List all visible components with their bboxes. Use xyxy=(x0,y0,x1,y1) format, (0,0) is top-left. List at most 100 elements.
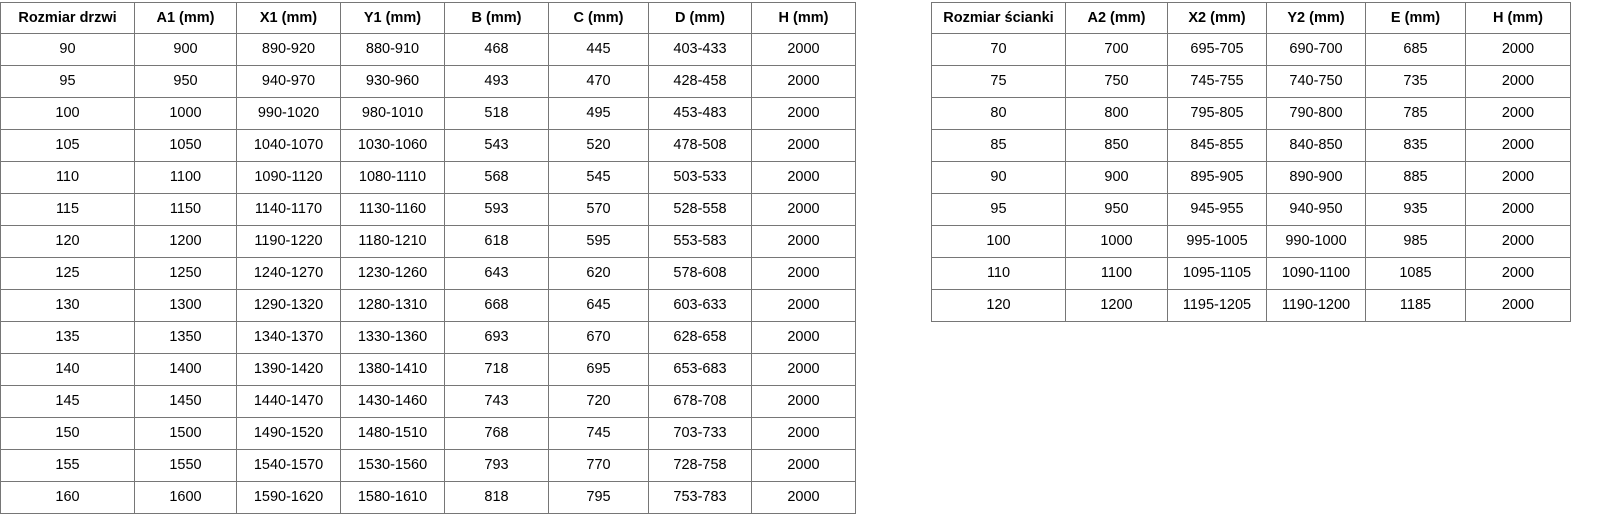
column-header: A2 (mm) xyxy=(1065,2,1168,34)
column-header: C (mm) xyxy=(548,2,649,34)
table-cell: 743 xyxy=(444,385,549,418)
table-cell: 753-783 xyxy=(648,481,752,514)
table-cell: 75 xyxy=(931,65,1066,98)
table-cell: 745-755 xyxy=(1167,65,1267,98)
table-cell: 445 xyxy=(548,33,649,66)
table-cell: 1530-1560 xyxy=(340,449,445,482)
table-cell: 1440-1470 xyxy=(236,385,341,418)
column-header: Rozmiar ścianki xyxy=(931,2,1066,34)
table-cell: 735 xyxy=(1365,65,1466,98)
table-cell: 90 xyxy=(931,161,1066,194)
door-size-table: Rozmiar drzwi A1 (mm) X1 (mm) Y1 (mm) B (mm)… xyxy=(0,2,856,514)
table-cell: 130 xyxy=(0,289,135,322)
table-cell: 940-970 xyxy=(236,65,341,98)
table-cell: 1400 xyxy=(134,353,237,386)
table-cell: 935 xyxy=(1365,193,1466,226)
table-cell: 2000 xyxy=(751,481,856,514)
table-cell: 728-758 xyxy=(648,449,752,482)
table-cell: 478-508 xyxy=(648,129,752,162)
table-cell: 1140-1170 xyxy=(236,193,341,226)
table-cell: 1200 xyxy=(1065,289,1168,322)
table-row: 100 1000 990-1020 980-1010 518 495 453-483 2000 xyxy=(0,97,856,130)
table-cell: 618 xyxy=(444,225,549,258)
table-cell: 990-1000 xyxy=(1266,225,1366,258)
table-body: 70 700 695-705 690-700 685 2000 75 750 745-755 74… xyxy=(931,33,1571,322)
table-row: 155 1550 1540-1570 1530-1560 793 770 728-758 20… xyxy=(0,449,856,482)
table-row: 110 1100 1090-1120 1080-1110 568 545 503-533 20… xyxy=(0,161,856,194)
table-cell: 1580-1610 xyxy=(340,481,445,514)
table-cell: 2000 xyxy=(1465,193,1571,226)
table-row: 90 900 890-920 880-910 468 445 403-433 2000 xyxy=(0,33,856,66)
table-header-row: Rozmiar drzwi A1 (mm) X1 (mm) Y1 (mm) B (mm)… xyxy=(0,2,856,34)
table-cell: 2000 xyxy=(1465,129,1571,162)
table-cell: 403-433 xyxy=(648,33,752,66)
table-cell: 2000 xyxy=(751,417,856,450)
table-cell: 685 xyxy=(1365,33,1466,66)
table-cell: 718 xyxy=(444,353,549,386)
table-cell: 900 xyxy=(134,33,237,66)
table-cell: 750 xyxy=(1065,65,1168,98)
table-cell: 1230-1260 xyxy=(340,257,445,290)
table-cell: 1430-1460 xyxy=(340,385,445,418)
table-cell: 890-900 xyxy=(1266,161,1366,194)
table-cell: 900 xyxy=(1065,161,1168,194)
table-cell: 1050 xyxy=(134,129,237,162)
table-row: 120 1200 1195-1205 1190-1200 1185 2000 xyxy=(931,289,1571,322)
table-cell: 1095-1105 xyxy=(1167,257,1267,290)
table-cell: 880-910 xyxy=(340,33,445,66)
table-cell: 528-558 xyxy=(648,193,752,226)
table-cell: 2000 xyxy=(751,97,856,130)
table-cell: 1080-1110 xyxy=(340,161,445,194)
table-cell: 835 xyxy=(1365,129,1466,162)
table-cell: 140 xyxy=(0,353,135,386)
table-cell: 2000 xyxy=(1465,161,1571,194)
table-cell: 1085 xyxy=(1365,257,1466,290)
table-cell: 2000 xyxy=(751,353,856,386)
table-cell: 595 xyxy=(548,225,649,258)
table-cell: 553-583 xyxy=(648,225,752,258)
table-cell: 1195-1205 xyxy=(1167,289,1267,322)
table-row: 85 850 845-855 840-850 835 2000 xyxy=(931,129,1571,162)
table-cell: 1190-1220 xyxy=(236,225,341,258)
table-cell: 2000 xyxy=(1465,33,1571,66)
table-row: 110 1100 1095-1105 1090-1100 1085 2000 xyxy=(931,257,1571,290)
table-cell: 2000 xyxy=(751,449,856,482)
table-row: 125 1250 1240-1270 1230-1260 643 620 578-608 20… xyxy=(0,257,856,290)
table-cell: 745 xyxy=(548,417,649,450)
table-cell: 1600 xyxy=(134,481,237,514)
table-cell: 950 xyxy=(134,65,237,98)
table-row: 145 1450 1440-1470 1430-1460 743 720 678-708 20… xyxy=(0,385,856,418)
table-row: 100 1000 995-1005 990-1000 985 2000 xyxy=(931,225,1571,258)
wall-size-table: Rozmiar ścianki A2 (mm) X2 (mm) Y2 (mm) E (m… xyxy=(931,2,1571,322)
table-cell: 80 xyxy=(931,97,1066,130)
table-cell: 2000 xyxy=(751,385,856,418)
table-cell: 493 xyxy=(444,65,549,98)
table-row: 105 1050 1040-1070 1030-1060 543 520 478-508 20… xyxy=(0,129,856,162)
table-cell: 1540-1570 xyxy=(236,449,341,482)
column-header: H (mm) xyxy=(1465,2,1571,34)
column-header: Rozmiar drzwi xyxy=(0,2,135,34)
table-cell: 768 xyxy=(444,417,549,450)
table-row: 115 1150 1140-1170 1130-1160 593 570 528-558 20… xyxy=(0,193,856,226)
table-cell: 890-920 xyxy=(236,33,341,66)
table-cell: 1100 xyxy=(1065,257,1168,290)
table-cell: 90 xyxy=(0,33,135,66)
table-cell: 1280-1310 xyxy=(340,289,445,322)
table-cell: 1450 xyxy=(134,385,237,418)
table-cell: 693 xyxy=(444,321,549,354)
table-cell: 2000 xyxy=(751,33,856,66)
table-row: 75 750 745-755 740-750 735 2000 xyxy=(931,65,1571,98)
table-cell: 795-805 xyxy=(1167,97,1267,130)
column-header: E (mm) xyxy=(1365,2,1466,34)
table-cell: 695 xyxy=(548,353,649,386)
table-cell: 850 xyxy=(1065,129,1168,162)
table-cell: 100 xyxy=(0,97,135,130)
table-row: 160 1600 1590-1620 1580-1610 818 795 753-783 20… xyxy=(0,481,856,514)
table-cell: 1130-1160 xyxy=(340,193,445,226)
table-cell: 1330-1360 xyxy=(340,321,445,354)
table-row: 70 700 695-705 690-700 685 2000 xyxy=(931,33,1571,66)
table-cell: 1490-1520 xyxy=(236,417,341,450)
table-cell: 2000 xyxy=(751,257,856,290)
table-cell: 428-458 xyxy=(648,65,752,98)
table-row: 130 1300 1290-1320 1280-1310 668 645 603-633 20… xyxy=(0,289,856,322)
